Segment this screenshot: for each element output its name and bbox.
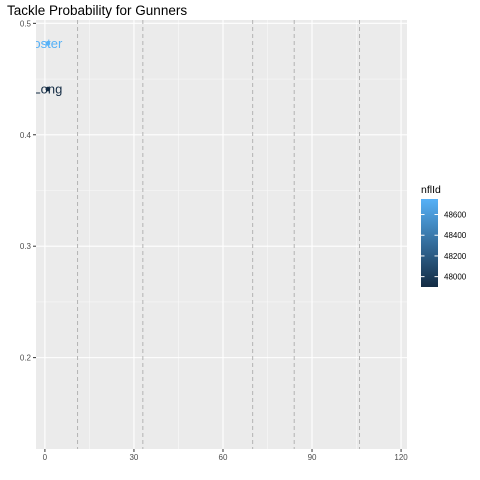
y-axis: 0.2 0.3 0.4 0.5 bbox=[20, 19, 36, 363]
y-tick-label: 0.2 bbox=[20, 354, 32, 363]
y-tick-label: 0.3 bbox=[20, 242, 32, 251]
data-point bbox=[45, 86, 51, 92]
legend-colorbar bbox=[421, 199, 438, 287]
x-tick-label: 0 bbox=[43, 453, 48, 462]
x-tick-label: 90 bbox=[308, 453, 317, 462]
point-label: oster bbox=[33, 36, 63, 51]
x-axis: 0 30 60 90 120 bbox=[43, 449, 408, 462]
vertical-reference-lines bbox=[77, 20, 361, 449]
legend-ticks: 48000 48200 48400 48600 bbox=[421, 211, 467, 282]
x-tick-label: 120 bbox=[394, 453, 408, 462]
y-tick-label: 0.4 bbox=[20, 131, 32, 140]
legend-label: 48000 bbox=[444, 273, 467, 282]
points-layer: oster Long bbox=[33, 36, 63, 97]
legend-label: 48400 bbox=[444, 231, 467, 240]
plot-panel bbox=[36, 20, 407, 449]
y-tick-label: 0.5 bbox=[20, 19, 32, 28]
chart-title: Tackle Probability for Gunners bbox=[7, 3, 187, 18]
legend-label: 48200 bbox=[444, 252, 467, 261]
x-tick-label: 30 bbox=[129, 453, 138, 462]
data-point bbox=[45, 41, 51, 46]
legend-title: nflId bbox=[421, 184, 441, 196]
legend: nflId 48000 48200 48400 48600 bbox=[421, 184, 467, 287]
major-gridlines bbox=[36, 20, 407, 449]
minor-gridlines bbox=[36, 20, 407, 449]
point-label: Long bbox=[33, 82, 62, 97]
legend-label: 48600 bbox=[444, 211, 467, 220]
x-tick-label: 60 bbox=[219, 453, 228, 462]
